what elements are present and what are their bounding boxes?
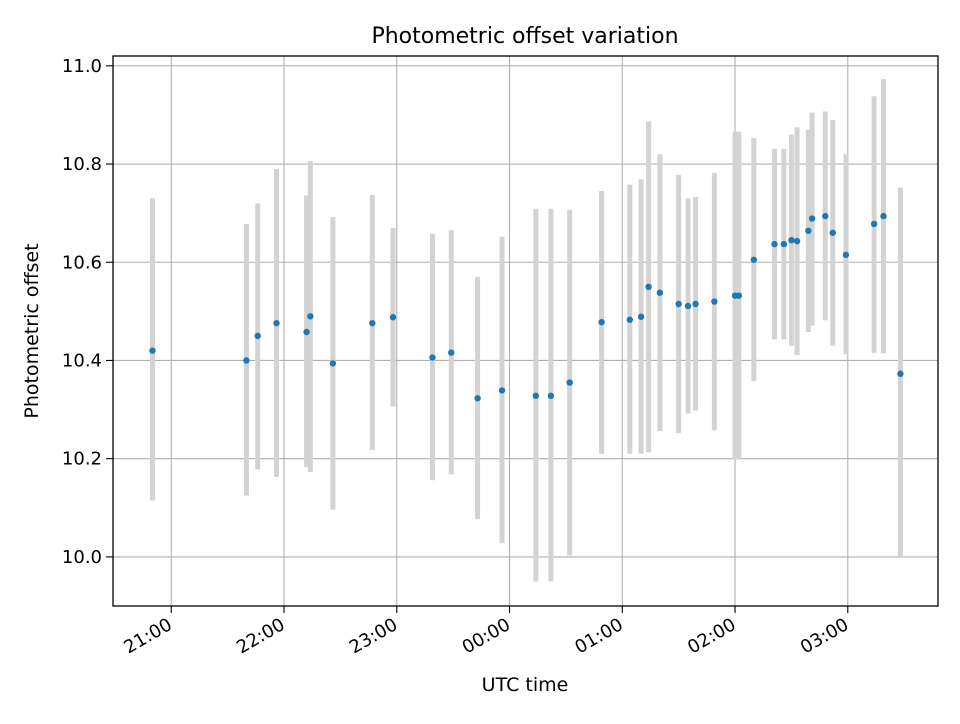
data-point [684, 302, 692, 310]
data-point [243, 357, 250, 364]
data-point [598, 318, 605, 326]
data-point [692, 300, 699, 308]
y-tick-label: 11.0 [62, 56, 102, 77]
x-tick-label: 00:00 [459, 614, 514, 658]
data-point [329, 360, 337, 367]
x-tick-label: 23:00 [346, 614, 401, 658]
data-point [532, 392, 540, 400]
y-tick-label: 10.0 [62, 547, 102, 568]
y-axis-label: Photometric offset [21, 243, 43, 418]
x-tick-label: 01:00 [571, 614, 626, 658]
data-points [149, 212, 904, 402]
x-tick-label: 22:00 [233, 614, 288, 658]
data-point [637, 313, 645, 320]
data-point [750, 256, 758, 263]
data-point [735, 292, 742, 299]
y-tick-label: 10.8 [62, 154, 102, 175]
x-tick-label: 21:00 [120, 614, 175, 658]
data-point [808, 215, 816, 222]
data-point [626, 316, 633, 323]
error-bars [149, 79, 903, 582]
data-point [805, 227, 812, 235]
data-point [788, 236, 795, 244]
data-point [566, 379, 573, 386]
data-point [711, 298, 718, 305]
data-point [780, 240, 788, 248]
x-tick-label: 02:00 [684, 614, 739, 658]
data-point [254, 332, 261, 340]
data-point [656, 289, 664, 296]
data-point [880, 212, 887, 220]
y-tick-label: 10.6 [62, 252, 102, 273]
data-point [474, 395, 481, 402]
x-axis-label: UTC time [482, 674, 569, 696]
y-tick-label: 10.4 [62, 350, 102, 371]
data-point [547, 392, 555, 400]
data-point [369, 319, 376, 327]
data-point [149, 347, 156, 354]
y-tick-label: 10.2 [62, 449, 102, 470]
y-axis: 10.0 10.2 10.4 10.6 10.8 11.0 [62, 56, 113, 568]
data-point [829, 229, 836, 236]
data-point [675, 300, 682, 308]
data-point [303, 328, 310, 336]
data-point [429, 354, 436, 361]
chart-title: Photometric offset variation [371, 24, 678, 49]
data-point [498, 387, 506, 394]
data-point [771, 240, 778, 248]
data-point [307, 313, 314, 320]
data-point [870, 220, 878, 228]
plot-frame [112, 55, 939, 607]
x-tick-label: 03:00 [797, 614, 852, 658]
data-point [389, 314, 397, 321]
data-point [793, 237, 801, 245]
data-point [822, 212, 829, 220]
x-axis: 21:00 22:00 23:00 00:00 01:00 02:00 03:00 [120, 606, 852, 658]
data-point [645, 283, 652, 291]
data-point [897, 370, 904, 377]
data-point [448, 349, 455, 356]
data-point [842, 251, 850, 259]
data-point [273, 319, 280, 327]
